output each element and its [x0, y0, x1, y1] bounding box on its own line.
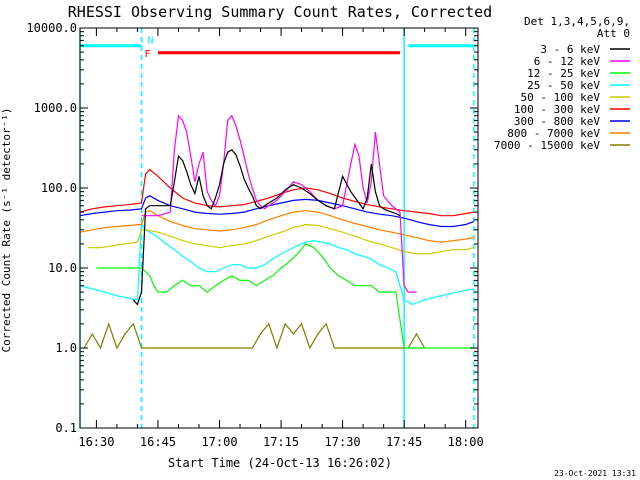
- legend-entry-1: 6 - 12 keV: [534, 55, 601, 68]
- legend-entry-6: 300 - 800 keV: [514, 115, 600, 128]
- y-tick-label-4: 1000.0: [34, 101, 77, 115]
- footer-date: 23-Oct-2021 13:31: [554, 469, 636, 478]
- x-axis-label: Start Time (24-Oct-13 16:26:02): [168, 456, 392, 470]
- series-line-5: [79, 168, 475, 217]
- y-tick-label-3: 100.0: [41, 181, 77, 195]
- x-tick-label-0: 16:30: [78, 435, 114, 449]
- series-line-1: [141, 114, 417, 293]
- legend-entry-0: 3 - 6 keV: [540, 43, 600, 56]
- x-tick-label-6: 18:00: [448, 435, 484, 449]
- y-axis-label: Corrected Count Rate (s⁻¹ detector⁻¹): [0, 107, 13, 352]
- x-tick-label-2: 17:00: [201, 435, 237, 449]
- legend-entry-3: 25 - 50 keV: [527, 79, 600, 92]
- series-line-3: [79, 222, 475, 306]
- series-line-0: [132, 149, 401, 306]
- series-line-4: [88, 223, 475, 255]
- x-tick-label-1: 16:45: [140, 435, 176, 449]
- x-tick-label-4: 17:30: [325, 435, 361, 449]
- y-tick-label-2: 10.0: [48, 261, 77, 275]
- plot-frame: [79, 27, 479, 429]
- x-tick-label-3: 17:15: [263, 435, 299, 449]
- legend-entry-7: 800 - 7000 keV: [507, 127, 600, 140]
- legend-header-line-1: Det 1,3,4,5,6,9,: [524, 15, 630, 28]
- legend-header-line-2: Att 0: [597, 27, 630, 40]
- series-line-2: [96, 243, 474, 349]
- chart-title: RHESSI Observing Summary Count Rates, Co…: [68, 3, 492, 21]
- legend-entry-8: 7000 - 15000 keV: [494, 139, 600, 152]
- y-tick-label-0: 0.1: [55, 421, 77, 435]
- flag-label-N: N: [148, 36, 154, 47]
- series-line-8: [83, 322, 426, 350]
- legend-entry-2: 12 - 25 keV: [527, 67, 600, 80]
- legend-entry-5: 100 - 300 keV: [514, 103, 600, 116]
- plot-area: NF: [79, 28, 475, 428]
- flag-label-F: F: [145, 49, 151, 60]
- y-tick-label-5: 10000.0: [26, 21, 77, 35]
- axis-ticks: 0.1 1.0 10.0 100.0 1000.0 10000.0 16:30 16:45 17…: [26, 21, 483, 449]
- x-tick-label-5: 17:45: [386, 435, 422, 449]
- y-tick-label-1: 1.0: [55, 341, 77, 355]
- legend-entry-4: 50 - 100 keV: [521, 91, 601, 104]
- y-axis-label-text: Corrected Count Rate (s⁻¹ detector⁻¹): [0, 107, 13, 352]
